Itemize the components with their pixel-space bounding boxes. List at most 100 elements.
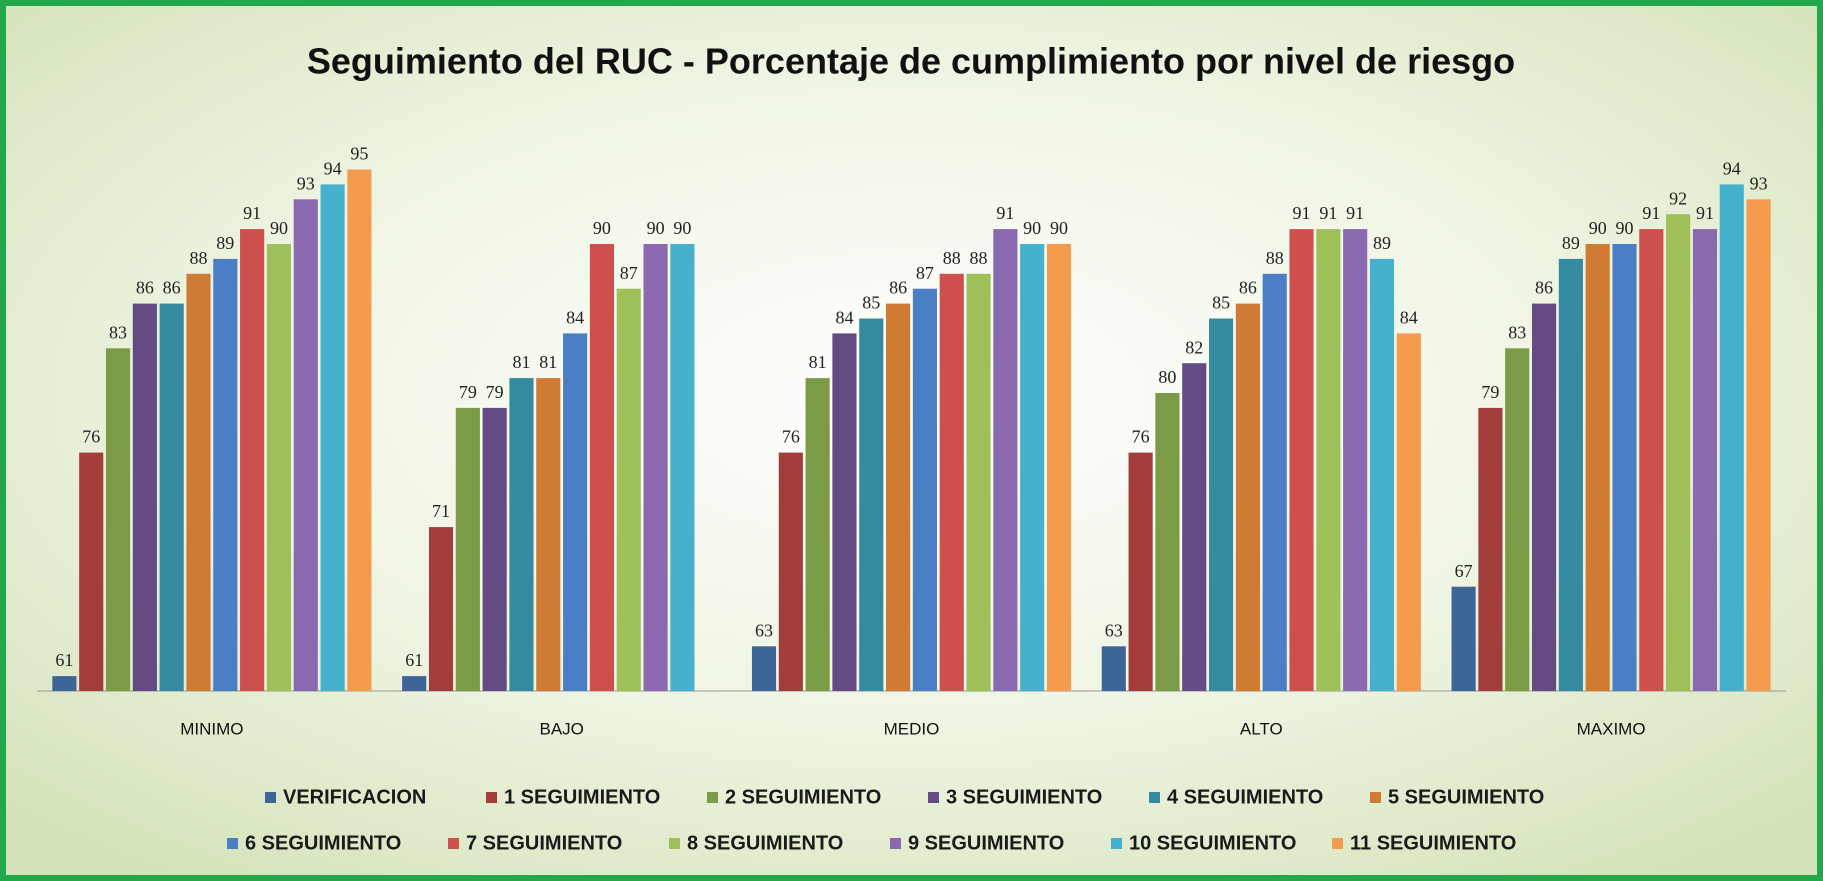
value-label: 88 xyxy=(970,248,988,268)
bar xyxy=(1612,244,1637,691)
legend-label: 1 SEGUIMIENTO xyxy=(504,786,660,808)
bar xyxy=(1369,258,1395,691)
legend-label: 8 SEGUIMIENTO xyxy=(687,832,843,854)
value-label: 61 xyxy=(55,650,73,670)
value-label: 76 xyxy=(82,427,100,447)
legend-swatch xyxy=(448,838,459,849)
bar xyxy=(240,229,265,691)
value-label: 83 xyxy=(1508,322,1526,342)
bar xyxy=(482,407,507,691)
value-label: 91 xyxy=(1293,203,1311,223)
value-label: 90 xyxy=(1616,218,1634,238)
bar xyxy=(589,244,614,691)
value-label: 84 xyxy=(835,308,853,328)
bar xyxy=(52,676,77,691)
bar xyxy=(1316,229,1341,691)
legend-label: 11 SEGUIMIENTO xyxy=(1350,832,1516,854)
value-label: 86 xyxy=(163,278,181,298)
value-label: 76 xyxy=(1132,427,1150,447)
value-label: 82 xyxy=(1185,337,1203,357)
bar xyxy=(1558,258,1583,691)
bar xyxy=(1101,646,1126,691)
bar xyxy=(1046,244,1072,691)
bar xyxy=(159,303,184,691)
bar xyxy=(939,273,964,691)
value-label: 63 xyxy=(755,620,773,640)
bar xyxy=(1396,333,1421,691)
legend-label: 9 SEGUIMIENTO xyxy=(908,832,1064,854)
legend-swatch xyxy=(486,792,497,803)
x-tick-label: MINIMO xyxy=(180,719,243,738)
value-label: 90 xyxy=(673,218,691,238)
bar xyxy=(1639,229,1664,691)
value-label: 91 xyxy=(1642,203,1660,223)
bar xyxy=(563,333,588,691)
bar xyxy=(1585,244,1610,691)
value-label: 89 xyxy=(1373,233,1391,253)
value-label: 89 xyxy=(1562,233,1580,253)
bar xyxy=(643,244,668,691)
value-label: 91 xyxy=(996,203,1014,223)
bar xyxy=(1182,363,1207,691)
bar xyxy=(428,527,454,691)
value-label: 93 xyxy=(297,173,315,193)
value-label: 81 xyxy=(512,352,530,372)
value-label: 91 xyxy=(1319,203,1337,223)
value-label: 89 xyxy=(216,233,234,253)
value-label: 94 xyxy=(1723,159,1741,179)
value-label: 88 xyxy=(189,248,207,268)
legend-label: 7 SEGUIMIENTO xyxy=(466,832,622,854)
value-label: 93 xyxy=(1750,173,1768,193)
bar xyxy=(912,288,937,691)
value-label: 87 xyxy=(620,263,638,283)
bar xyxy=(1155,393,1180,691)
bar xyxy=(293,199,318,692)
value-label: 71 xyxy=(432,501,450,521)
bar xyxy=(1666,214,1691,691)
bar xyxy=(1746,199,1771,692)
bar xyxy=(536,378,561,691)
legend-swatch xyxy=(669,838,680,849)
value-label: 67 xyxy=(1455,561,1473,581)
legend-label: 3 SEGUIMIENTO xyxy=(946,786,1102,808)
value-label: 63 xyxy=(1105,620,1123,640)
bar xyxy=(105,348,131,691)
value-label: 81 xyxy=(539,352,557,372)
legend-swatch xyxy=(1370,792,1381,803)
bar xyxy=(1719,184,1744,691)
legend-label: 2 SEGUIMIENTO xyxy=(725,786,881,808)
chart-title: Seguimiento del RUC - Porcentaje de cump… xyxy=(307,41,1515,82)
bar xyxy=(832,333,857,691)
bar xyxy=(213,258,238,691)
value-label: 90 xyxy=(647,218,665,238)
bar xyxy=(1209,318,1234,691)
legend-label: 5 SEGUIMIENTO xyxy=(1388,786,1544,808)
value-label: 86 xyxy=(1239,278,1257,298)
value-label: 61 xyxy=(405,650,423,670)
bar xyxy=(1451,586,1476,691)
bar xyxy=(455,407,480,691)
value-label: 91 xyxy=(1346,203,1364,223)
legend-label: 10 SEGUIMIENTO xyxy=(1129,832,1296,854)
value-label: 90 xyxy=(270,218,288,238)
value-label: 88 xyxy=(1266,248,1284,268)
bar xyxy=(132,303,157,691)
value-label: 95 xyxy=(350,144,368,164)
bar xyxy=(616,288,641,691)
bar xyxy=(886,303,911,691)
x-tick-label: MAXIMO xyxy=(1577,719,1646,738)
value-label: 86 xyxy=(889,278,907,298)
value-label: 83 xyxy=(109,322,127,342)
value-label: 85 xyxy=(862,293,880,313)
bar xyxy=(1505,348,1530,691)
bar xyxy=(966,273,991,691)
value-label: 90 xyxy=(593,218,611,238)
bar xyxy=(347,169,372,691)
value-label: 85 xyxy=(1212,293,1230,313)
bar xyxy=(1531,303,1557,691)
legend-label: VERIFICACION xyxy=(283,786,426,808)
value-label: 79 xyxy=(459,382,477,402)
bar xyxy=(1343,229,1368,691)
